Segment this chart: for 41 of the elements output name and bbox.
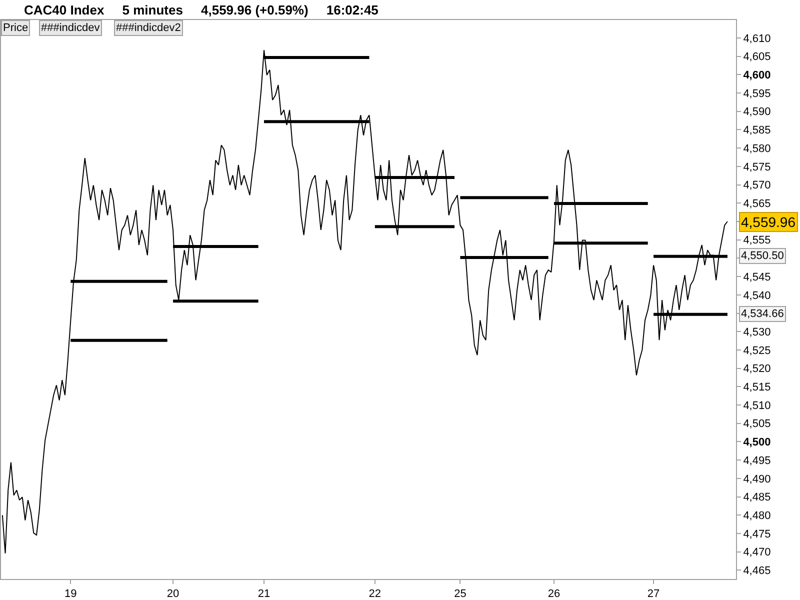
y-tick-label: 4,500 [743, 436, 771, 449]
y-tick-label: 4,510 [743, 400, 771, 412]
y-tick-label: 4,540 [743, 290, 771, 302]
y-tick-label: 4,585 [743, 124, 771, 137]
text: 4,534.66 [741, 308, 784, 320]
y-tick-label: 4,530 [743, 326, 771, 338]
x-tick-label: 22 [368, 588, 382, 600]
y-tick-label: 4,475 [743, 528, 771, 540]
y-tick-label: 4,605 [743, 51, 771, 64]
annotation: ###indicdev2 [116, 22, 181, 34]
y-tick-label: 4,575 [743, 161, 771, 174]
x-tick-label: 25 [454, 588, 466, 600]
y-tick-label: 4,525 [743, 344, 771, 357]
y-tick-label: 4,610 [743, 32, 771, 45]
y-tick-label: 4,595 [743, 88, 771, 100]
y-tick-label: 4,545 [743, 271, 771, 284]
x-tick-label: 20 [166, 588, 180, 600]
y-tick-label: 4,515 [743, 382, 771, 394]
y-tick-label: 4,565 [743, 198, 771, 210]
y-tick-label: 4,480 [743, 510, 771, 522]
x-tick-label: 26 [548, 588, 560, 600]
y-tick-label: 4,580 [743, 142, 771, 155]
y-tick-label: 4,465 [743, 565, 771, 578]
text: 4,550.50 [741, 250, 784, 262]
y-tick-label: 4,485 [743, 492, 771, 504]
y-tick-label: 4,590 [743, 106, 771, 118]
y-tick-label: 4,505 [743, 418, 771, 430]
y-tick-label: 4,520 [743, 363, 771, 376]
y-tick-label: 4,600 [743, 70, 771, 82]
annotation: Price [3, 22, 28, 34]
x-tick-label: 19 [64, 588, 77, 600]
x-tick-label: 21 [258, 588, 270, 600]
y-tick-label: 4,555 [743, 234, 771, 247]
y-tick-label: 4,470 [743, 546, 771, 559]
y-tick-label: 4,490 [743, 473, 771, 486]
y-tick-label: 4,570 [743, 180, 771, 192]
text: 4,559.96 [741, 214, 796, 230]
chart-title: CAC40 Index 5 minutes 4,559.96 (+0.59%) 16:02:45 [24, 2, 378, 18]
annotation: ###indicdev [41, 22, 100, 34]
y-tick-label: 4,495 [743, 454, 771, 467]
x-tick-label: 27 [647, 588, 660, 600]
